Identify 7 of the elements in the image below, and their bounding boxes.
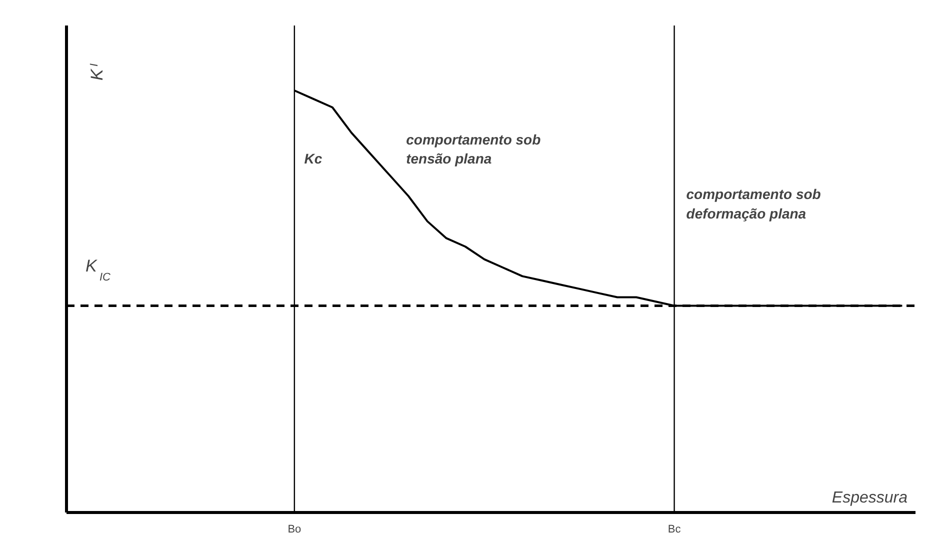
x-tick-label: Bo	[288, 524, 302, 536]
x-tick-label: Bc	[668, 524, 682, 536]
annotation: comportamento sob deformação plana	[686, 186, 822, 222]
x-axis-title: Espessura	[832, 490, 908, 506]
y-axis-title: KI	[88, 63, 106, 80]
annotation: Kc	[304, 150, 322, 166]
annotation: comportamento sob tensão plana	[406, 131, 542, 166]
